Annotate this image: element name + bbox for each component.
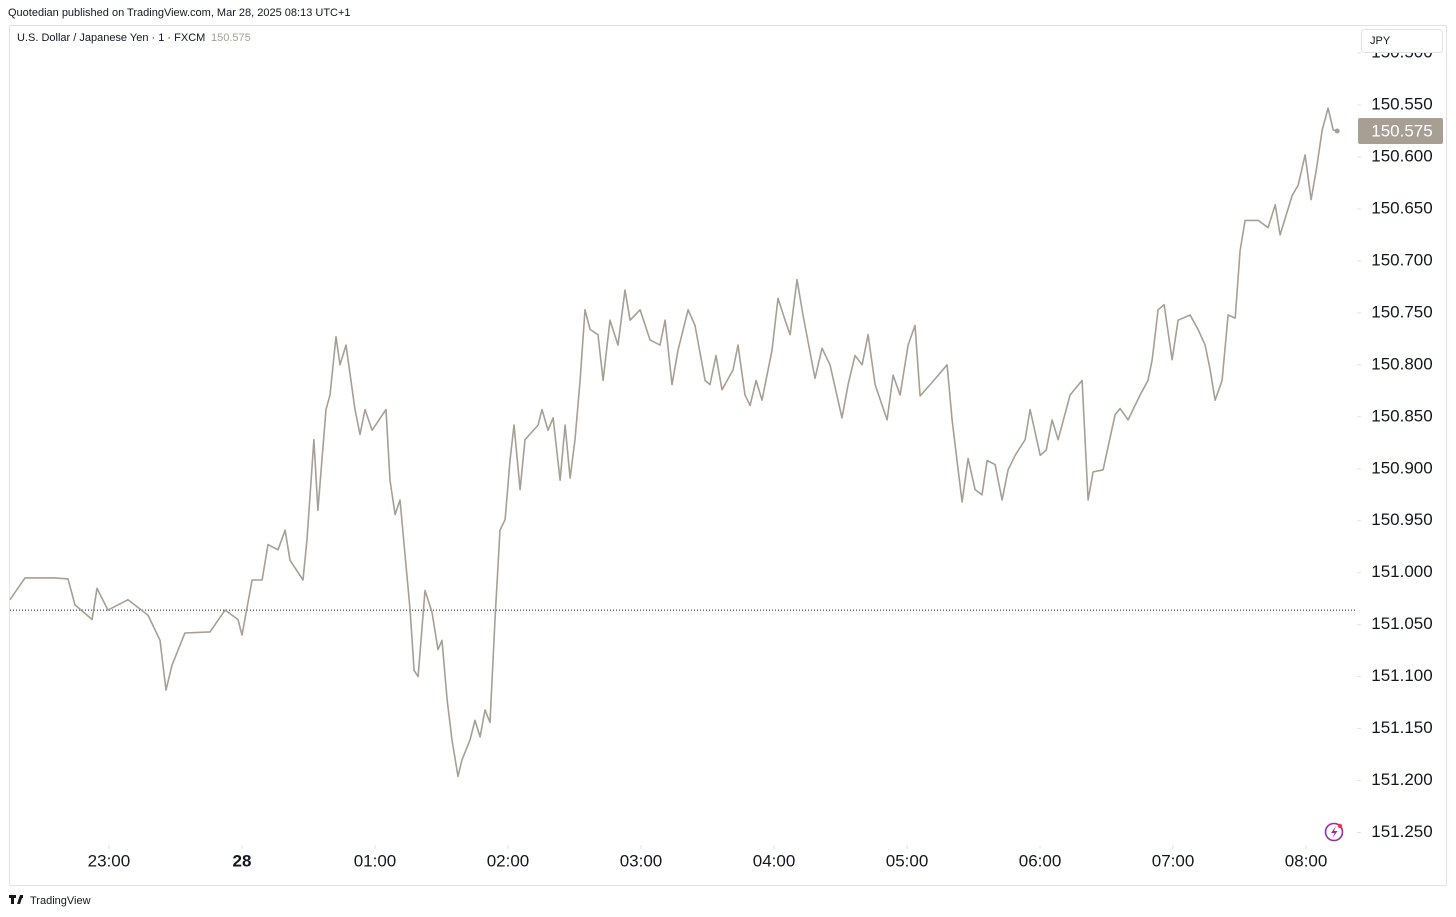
last-price-label: 150.575: [1371, 121, 1432, 140]
y-tick-label: 150.950: [1371, 510, 1432, 529]
y-tick-label: 151.050: [1371, 614, 1432, 633]
x-tick-label: 02:00: [487, 851, 530, 870]
y-tick-label: 150.550: [1371, 95, 1432, 114]
y-tick-label: 151.150: [1371, 718, 1432, 737]
y-tick-label: 151.000: [1371, 562, 1432, 581]
x-tick-label: 03:00: [620, 851, 663, 870]
last-price-box: [1358, 118, 1443, 145]
x-tick-label: 04:00: [753, 851, 796, 870]
last-point: [1334, 128, 1340, 134]
flash-circle: [1324, 822, 1344, 842]
logo: TradingView: [9, 895, 91, 907]
y-tick-label: 150.800: [1371, 354, 1432, 373]
flash-dot: [1337, 823, 1343, 829]
x-tick-label: 05:00: [886, 851, 929, 870]
chart-frame: [9, 25, 1447, 886]
y-tick-label: 150.850: [1371, 406, 1432, 425]
price-line: [9, 107, 1338, 778]
currency[interactable]: JPY: [1370, 35, 1391, 47]
symbol-title: U.S. Dollar / Japanese Yen · 1 · FXCM: [17, 32, 205, 44]
y-tick-label: 151.100: [1371, 666, 1432, 685]
brand: TradingView: [30, 895, 91, 907]
x-tick-label: 23:00: [88, 851, 131, 870]
flash-icon: [1324, 822, 1344, 842]
currency-button[interactable]: [1361, 29, 1443, 53]
x-tick-label: 08:00: [1285, 851, 1328, 870]
y-tick-label: 151.200: [1371, 770, 1432, 789]
x-tick-label: 28: [233, 851, 252, 870]
y-tick-label: 150.650: [1371, 198, 1432, 217]
header-price: 150.575: [211, 32, 251, 44]
x-tick-label: 07:00: [1152, 851, 1195, 870]
y-tick-label: 151.250: [1371, 822, 1432, 841]
logo-icon: [9, 895, 23, 904]
y-tick-label: 150.600: [1371, 146, 1432, 165]
y-tick-label: 150.700: [1371, 250, 1432, 269]
x-tick-label: 06:00: [1019, 851, 1062, 870]
publisher: Quotedian published on TradingView.com, …: [8, 7, 351, 19]
x-tick-label: 01:00: [354, 851, 397, 870]
y-tick-label: 150.900: [1371, 458, 1432, 477]
flash-bolt: [1331, 826, 1338, 838]
y-tick-label: 150.750: [1371, 302, 1432, 321]
